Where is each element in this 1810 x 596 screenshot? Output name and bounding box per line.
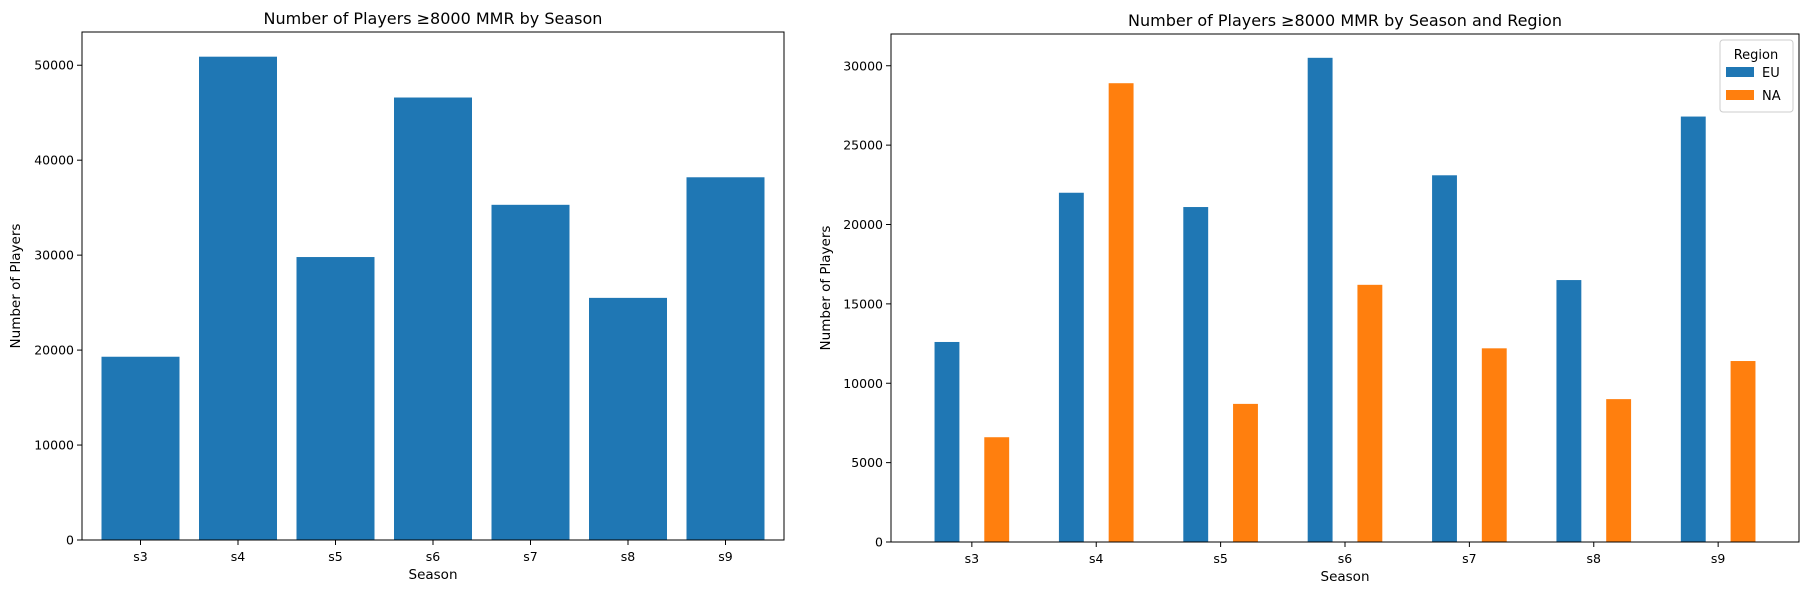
y-axis-label: Number of Players bbox=[8, 224, 24, 349]
x-tick-label: s4 bbox=[1089, 551, 1104, 566]
y-tick-label: 30000 bbox=[843, 58, 883, 73]
bar-na-s5 bbox=[1233, 403, 1258, 542]
x-tick-label: s9 bbox=[1711, 551, 1726, 566]
plot-frame bbox=[81, 31, 785, 541]
legend: Region EU NA bbox=[1719, 39, 1794, 113]
legend-label-na: NA bbox=[1762, 89, 1781, 104]
bar-s5 bbox=[296, 257, 375, 540]
x-tick-label: s6 bbox=[426, 549, 441, 564]
bar-na-s6 bbox=[1357, 284, 1383, 542]
x-axis-label: Season bbox=[409, 567, 458, 583]
bar-na-s8 bbox=[1606, 399, 1632, 542]
bar-eu-s7 bbox=[1432, 175, 1457, 542]
bar-na-s3 bbox=[984, 437, 1010, 542]
y-tick-label: 0 bbox=[66, 533, 74, 548]
chart-title: Number of Players ≥8000 MMR by Season bbox=[264, 9, 603, 28]
x-tick-label: s8 bbox=[621, 549, 636, 564]
chart-players-by-season: Number of Players ≥8000 MMR by Season 0 1… bbox=[8, 9, 785, 583]
x-tick-label: s6 bbox=[1338, 551, 1353, 566]
y-tick-label: 20000 bbox=[34, 343, 74, 358]
y-tick-label: 25000 bbox=[843, 138, 883, 153]
legend-swatch-eu bbox=[1726, 67, 1754, 77]
x-tick-label: s7 bbox=[1462, 551, 1476, 566]
y-tick-label: 0 bbox=[875, 535, 883, 550]
y-tick-label: 10000 bbox=[843, 376, 883, 391]
bar-na-s7 bbox=[1481, 348, 1507, 542]
x-tick-label: s7 bbox=[523, 549, 537, 564]
x-tick-label: s5 bbox=[1213, 551, 1227, 566]
y-tick-label: 40000 bbox=[34, 153, 74, 168]
x-axis-label: Season bbox=[1321, 569, 1370, 585]
bar-s3 bbox=[101, 356, 180, 540]
x-tick-label: s5 bbox=[328, 549, 342, 564]
y-tick-label: 30000 bbox=[34, 248, 74, 263]
bar-s7 bbox=[491, 204, 570, 541]
bar-na-s9 bbox=[1730, 361, 1756, 542]
x-tick-label: s8 bbox=[1587, 551, 1602, 566]
y-tick-label: 50000 bbox=[34, 58, 74, 73]
bar-eu-s5 bbox=[1183, 207, 1209, 542]
x-tick-label: s3 bbox=[133, 549, 147, 564]
x-tick-label: s3 bbox=[965, 551, 979, 566]
legend-label-eu: EU bbox=[1762, 66, 1780, 81]
bar-na-s4 bbox=[1108, 83, 1134, 543]
bar-eu-s4 bbox=[1058, 192, 1084, 542]
y-tick-label: 10000 bbox=[34, 438, 74, 453]
legend-swatch-na bbox=[1726, 90, 1754, 100]
bar-s4 bbox=[199, 56, 277, 540]
bar-eu-s6 bbox=[1307, 57, 1333, 542]
y-axis-label: Number of Players bbox=[818, 226, 834, 351]
y-tick-label: 5000 bbox=[851, 455, 883, 470]
y-tick-label: 15000 bbox=[843, 296, 883, 311]
bar-s6 bbox=[394, 97, 472, 540]
bar-s9 bbox=[686, 177, 765, 540]
plot-frame bbox=[890, 33, 1800, 543]
bar-eu-s3 bbox=[934, 341, 960, 542]
chart-title: Number of Players ≥8000 MMR by Season an… bbox=[1128, 11, 1562, 30]
x-tick-label: s9 bbox=[718, 549, 733, 564]
bar-eu-s9 bbox=[1680, 116, 1706, 543]
x-tick-label: s4 bbox=[231, 549, 246, 564]
chart-players-by-season-and-region: Number of Players ≥8000 MMR by Season an… bbox=[818, 11, 1800, 585]
bar-s8 bbox=[589, 297, 667, 540]
y-tick-label: 20000 bbox=[843, 217, 883, 232]
bar-eu-s8 bbox=[1556, 280, 1582, 542]
legend-title: Region bbox=[1734, 48, 1779, 63]
